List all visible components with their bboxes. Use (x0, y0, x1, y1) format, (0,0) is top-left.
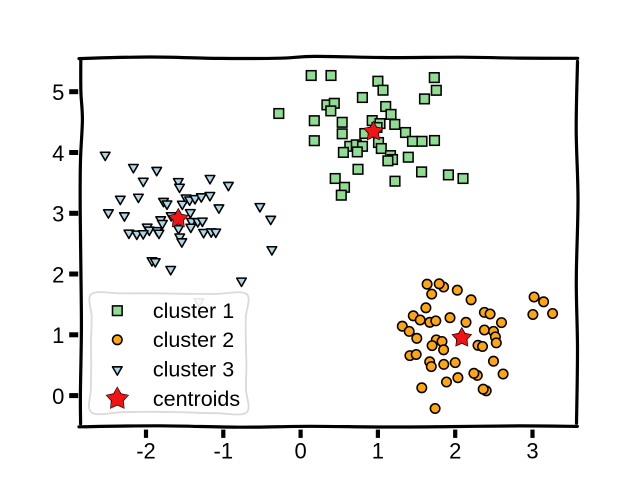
svg-text:-2: -2 (136, 439, 156, 464)
svg-text:2: 2 (449, 439, 461, 464)
svg-text:5: 5 (52, 80, 64, 105)
svg-text:cluster 2: cluster 2 (153, 328, 234, 352)
svg-text:cluster 1: cluster 1 (153, 299, 234, 323)
svg-text:centroids: centroids (153, 387, 240, 411)
svg-text:-1: -1 (214, 439, 234, 464)
svg-text:4: 4 (52, 141, 64, 166)
svg-text:3: 3 (526, 439, 538, 464)
svg-text:0: 0 (294, 439, 306, 464)
svg-text:2: 2 (52, 262, 64, 287)
svg-text:cluster 3: cluster 3 (153, 358, 234, 382)
svg-text:0: 0 (52, 384, 64, 409)
svg-text:3: 3 (52, 202, 64, 227)
svg-text:1: 1 (52, 323, 64, 348)
svg-text:1: 1 (372, 439, 384, 464)
